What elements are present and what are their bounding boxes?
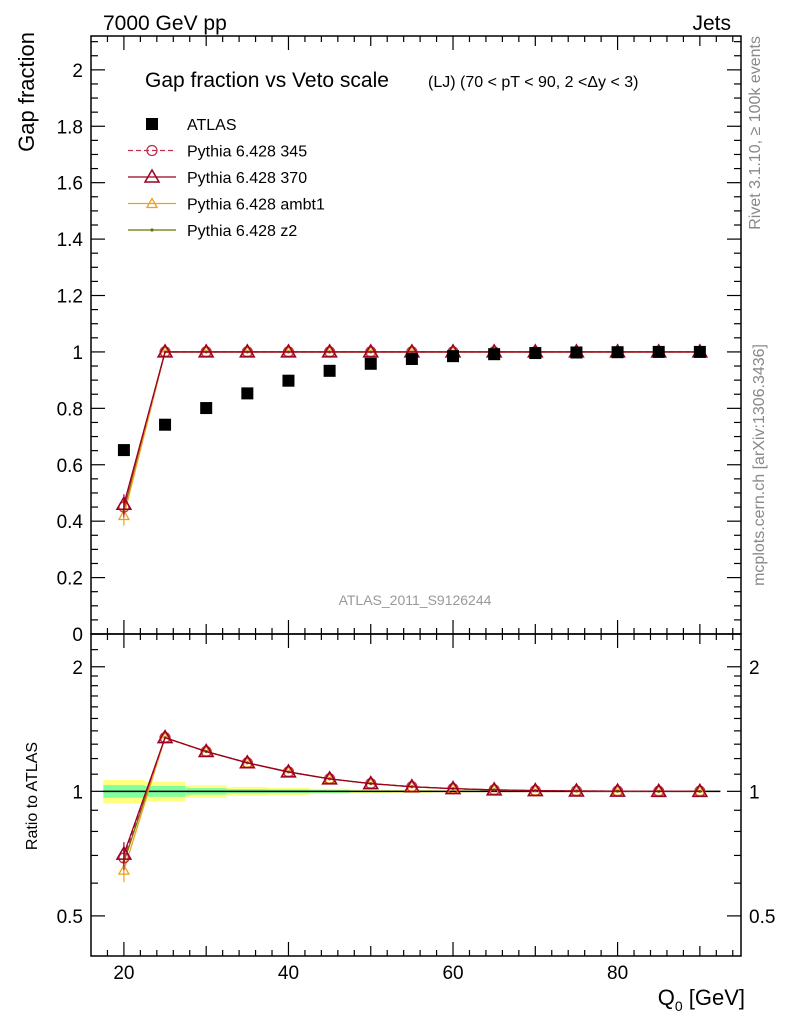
main-y-axis-label: Gap fraction — [14, 32, 39, 152]
data-point-atlas — [323, 364, 336, 377]
mcplots-source-label: mcplots.cern.ch [arXiv:1306.3436] — [751, 344, 768, 586]
x-tick-label: 80 — [607, 963, 628, 984]
data-point-atlas — [447, 350, 460, 363]
ratio-point-pythia-6-428-ambt1 — [117, 863, 131, 875]
x-tick-label: 40 — [278, 963, 299, 984]
main-series-layer — [115, 343, 709, 526]
data-point-atlas — [570, 346, 583, 359]
data-point-atlas — [159, 418, 172, 431]
ratio-line-pythia-6-428-370 — [123, 736, 700, 855]
ratio-point-pythia-6-428-370 — [444, 780, 462, 795]
data-point-atlas — [405, 352, 418, 365]
main-y-tick-label: 1.4 — [57, 230, 84, 251]
data-point-pythia-6-428-ambt1 — [117, 509, 131, 521]
main-y-tick-label: 1.2 — [57, 287, 83, 308]
data-point-atlas — [200, 402, 213, 415]
series-line-pythia-6-428-z2 — [123, 351, 700, 511]
header-process-label: Jets — [692, 12, 731, 35]
header-beam-label: 7000 GeV pp — [103, 12, 227, 35]
ratio-point-pythia-6-428-370 — [197, 743, 215, 758]
main-y-tick-label: 0.8 — [57, 399, 83, 420]
legend-marker — [145, 197, 159, 209]
ratio-line-pythia-6-428-ambt1 — [123, 736, 700, 871]
main-axis-ticks: 0 0.2 0.4 0.6 0.8 1 1.2 1.4 1.6 1.8 2 — [57, 36, 741, 646]
ratio-y-tick-label-right: 0.5 — [749, 907, 775, 928]
ratio-y-tick-label-right: 2 — [749, 658, 760, 679]
main-y-tick-label: 0 — [72, 625, 83, 646]
ratio-point-pythia-6-428-370 — [156, 729, 174, 744]
legend-marker — [146, 144, 158, 157]
legend-label: Pythia 6.428 370 — [187, 170, 307, 187]
ratio-point-pythia-6-428-370 — [239, 754, 256, 769]
main-plot-panel: 0 0.2 0.4 0.6 0.8 1 1.2 1.4 1.6 1.8 2 Gap fraction… — [14, 32, 742, 646]
data-point-pythia-6-428-370 — [239, 343, 256, 358]
ratio-point-pythia-6-428-370 — [568, 782, 585, 797]
data-point-pythia-6-428-370 — [156, 343, 174, 358]
data-point-atlas — [611, 346, 624, 359]
ratio-uncertainty-band — [103, 780, 721, 804]
x-tick-label: 60 — [442, 963, 463, 984]
data-point-pythia-6-428-370 — [321, 343, 338, 358]
ratio-point-pythia-6-428-370 — [485, 781, 503, 796]
data-point-atlas — [693, 345, 706, 358]
data-point-atlas — [488, 348, 501, 361]
legend: ATLAS Pythia 6.428 345 Pythia 6.428 370 Pyt… — [128, 117, 325, 240]
legend-label: Pythia 6.428 345 — [187, 144, 307, 161]
rivet-version-label: Rivet 3.1.10, ≥ 100k events — [747, 36, 764, 230]
series-line-pythia-6-428-345 — [123, 351, 700, 508]
data-point-atlas — [241, 387, 254, 400]
ratio-point-pythia-6-428-370 — [650, 782, 668, 798]
ratio-point-pythia-6-428-z2 — [698, 789, 702, 793]
legend-label: Pythia 6.428 ambt1 — [187, 197, 325, 214]
data-point-atlas — [364, 357, 377, 370]
main-y-tick-label: 0.6 — [57, 456, 83, 477]
ratio-series-layer — [115, 729, 709, 883]
watermark-analysis-id: ATLAS_2011_S9126244 — [339, 592, 492, 608]
ratio-point-pythia-6-428-370 — [321, 770, 338, 785]
ratio-plot-panel: 0.5 0.5 1 1 2 2 20 40 60 80 Ratio to ATLAS Q0 [Ge… — [24, 633, 775, 1014]
ratio-y-tick-label: 1 — [72, 782, 83, 803]
ratio-plot-frame — [90, 633, 742, 957]
series-line-pythia-6-428-ambt1 — [123, 351, 700, 516]
data-point-pythia-6-428-370 — [197, 343, 215, 358]
ratio-y-axis-label: Ratio to ATLAS — [24, 742, 41, 850]
legend-label: Pythia 6.428 z2 — [187, 223, 297, 240]
ratio-point-pythia-6-428-370 — [115, 845, 133, 860]
series-line-pythia-6-428-370 — [123, 351, 700, 505]
ratio-point-pythia-6-428-370 — [609, 782, 626, 797]
data-point-atlas — [117, 444, 130, 457]
ratio-axis-ticks: 0.5 0.5 1 1 2 2 20 40 60 80 — [57, 634, 775, 984]
main-y-tick-label: 1.8 — [57, 117, 83, 138]
data-point-atlas — [529, 347, 542, 360]
data-point-atlas — [652, 345, 665, 358]
ratio-y-tick-label-right: 1 — [749, 782, 760, 803]
legend-marker — [143, 168, 161, 183]
data-point-pythia-6-428-370 — [362, 343, 380, 358]
ratio-point-pythia-6-428-ambt1 — [158, 731, 172, 743]
ratio-point-pythia-6-428-370 — [362, 775, 380, 790]
legend-marker — [150, 228, 154, 232]
legend-label: ATLAS — [187, 117, 237, 134]
data-point-atlas — [282, 374, 295, 387]
legend-marker — [146, 118, 158, 130]
ratio-y-tick-label: 0.5 — [57, 907, 83, 928]
ratio-point-pythia-6-428-370 — [280, 763, 297, 778]
ratio-point-pythia-6-428-370 — [691, 782, 709, 798]
data-point-pythia-6-428-370 — [115, 495, 133, 510]
main-y-tick-label: 0.2 — [57, 569, 83, 590]
data-point-pythia-6-428-370 — [280, 343, 297, 358]
ratio-point-pythia-6-428-370 — [526, 782, 544, 797]
main-title: Gap fraction vs Veto scale — [145, 69, 389, 92]
main-y-tick-label: 1 — [72, 343, 83, 364]
x-tick-label: 20 — [113, 963, 134, 984]
main-subtitle: (LJ) (70 < pT < 90, 2 <Δy < 3) — [428, 74, 639, 91]
ratio-point-pythia-6-428-370 — [403, 778, 421, 793]
main-y-tick-label: 1.6 — [57, 174, 83, 195]
main-y-tick-label: 0.4 — [57, 512, 84, 533]
ratio-y-tick-label: 2 — [72, 658, 83, 679]
x-axis-label: Q0 [GeV] — [658, 985, 745, 1014]
main-y-tick-label: 2 — [72, 61, 83, 82]
